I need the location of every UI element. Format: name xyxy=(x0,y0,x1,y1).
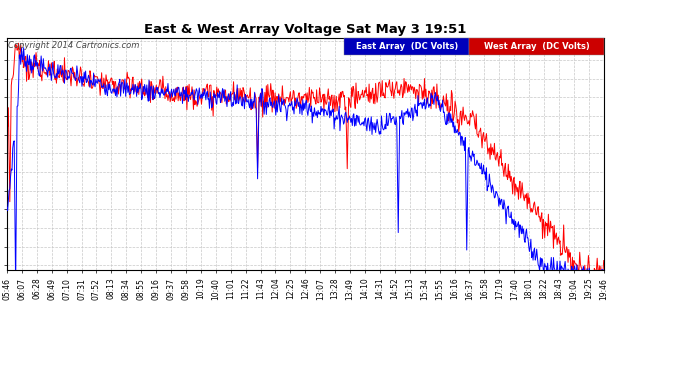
Bar xyxy=(344,38,469,55)
Bar xyxy=(469,38,604,55)
Text: West Array  (DC Volts): West Array (DC Volts) xyxy=(484,42,589,51)
Text: Copyright 2014 Cartronics.com: Copyright 2014 Cartronics.com xyxy=(8,41,139,50)
Title: East & West Array Voltage Sat May 3 19:51: East & West Array Voltage Sat May 3 19:5… xyxy=(144,23,466,36)
Text: East Array  (DC Volts): East Array (DC Volts) xyxy=(355,42,458,51)
